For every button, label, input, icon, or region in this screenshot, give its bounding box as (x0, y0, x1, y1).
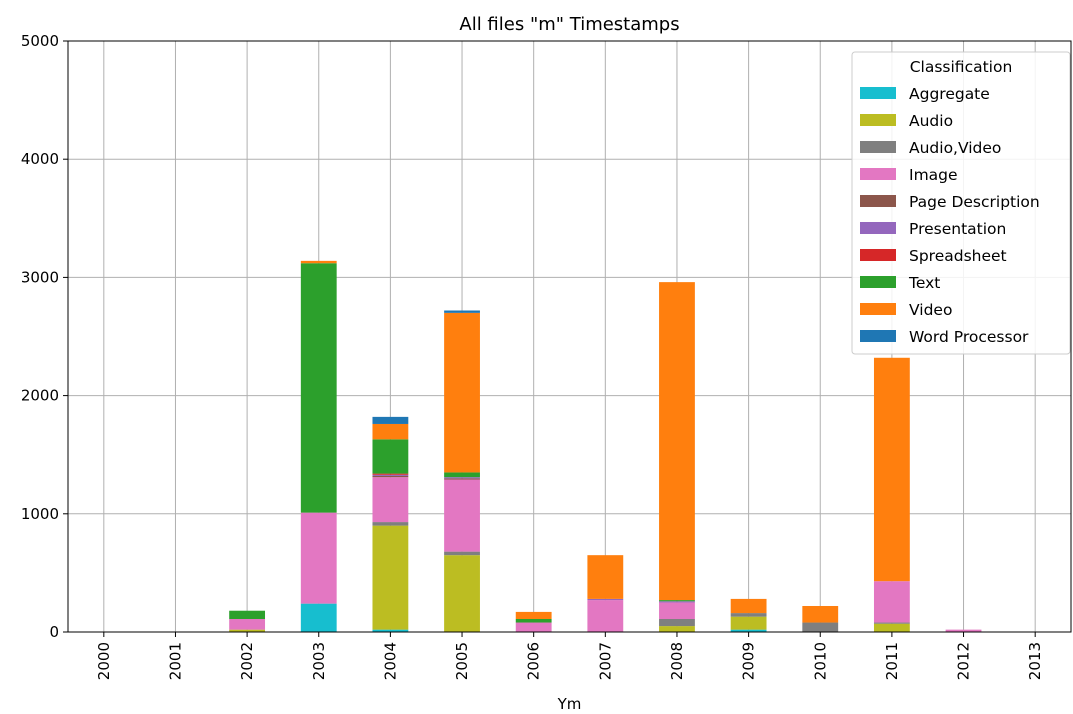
x-tick-label: 2002 (238, 642, 256, 680)
x-tick-label: 2008 (668, 642, 686, 680)
x-tick-label: 2006 (525, 642, 543, 680)
x-tick-label: 2003 (310, 642, 328, 680)
x-axis-label: Ym (557, 695, 582, 713)
y-tick-label: 3000 (21, 268, 59, 286)
bar-segment (372, 629, 409, 632)
x-tick-label: 2005 (453, 642, 471, 680)
y-tick-label: 4000 (21, 150, 59, 168)
bar-segment (372, 522, 409, 526)
bar-segment (659, 601, 695, 603)
bars (229, 260, 982, 632)
bar-segment (587, 600, 624, 632)
bar-segment (444, 472, 480, 478)
bar-segment (300, 263, 337, 513)
bar-segment (372, 439, 409, 474)
legend-entry-label: Presentation (909, 220, 1006, 238)
bar-segment (229, 610, 266, 619)
bar-segment (444, 312, 480, 473)
x-tick-label: 2012 (955, 642, 973, 680)
legend-swatch (860, 87, 896, 99)
bar-segment (659, 600, 695, 602)
legend-entry-label: Spreadsheet (909, 247, 1007, 265)
bar-segment (444, 477, 480, 479)
legend-swatch (860, 168, 896, 180)
bar-segment (444, 478, 480, 480)
bar-segment (945, 629, 982, 632)
x-tick-label: 2013 (1026, 642, 1044, 680)
bar-segment (587, 598, 624, 601)
bar-segment (300, 512, 337, 604)
bar-segment (229, 629, 266, 632)
bar-segment (730, 598, 767, 614)
bar-segment (372, 473, 409, 475)
legend-entry-label: Word Processor (909, 328, 1029, 346)
bar-segment (372, 423, 409, 440)
x-tick-label: 2004 (381, 642, 399, 680)
legend-entry-label: Video (909, 301, 952, 319)
axes: 0 1000 2000 3000 4000 5000 2000 2001 2002 2003 200… (21, 32, 1072, 680)
bar-segment (802, 605, 839, 623)
plot-frame (67, 40, 1072, 633)
legend-entry-label: Text (908, 274, 940, 292)
x-tick-label: 2007 (596, 642, 614, 680)
x-tick-label: 2010 (811, 642, 829, 680)
bar-segment (802, 622, 839, 632)
bar-segment (372, 525, 409, 630)
legend-entry-label: Image (909, 166, 958, 184)
bar-segment (444, 555, 480, 632)
bar-segment (659, 626, 695, 632)
legend-swatch (860, 303, 896, 315)
x-tick-label: 2000 (95, 642, 113, 680)
y-tick-label: 5000 (21, 32, 59, 50)
legend-swatch (860, 330, 896, 342)
legend-swatch (860, 195, 896, 207)
bar-segment (300, 260, 337, 264)
x-tick-label: 2009 (740, 642, 758, 680)
legend-swatch (860, 141, 896, 153)
bar-segment (444, 479, 480, 552)
legend-swatch (860, 276, 896, 288)
y-tick-label: 2000 (21, 387, 59, 405)
bar-segment (444, 310, 480, 313)
legend-box (851, 51, 1071, 355)
y-tick-label: 1000 (21, 505, 59, 523)
bar-segment (730, 616, 767, 630)
bar-segment (873, 357, 910, 582)
bar-segment (444, 551, 480, 556)
bar-segment (515, 618, 552, 623)
bar-segment (873, 622, 910, 624)
bar-segment (873, 623, 910, 632)
bar-segment (372, 477, 409, 523)
bar-segment (515, 611, 552, 619)
legend-entry-label: Audio (909, 112, 953, 130)
bar-segment (873, 581, 910, 623)
bar-segment (659, 602, 695, 619)
bar-segment (730, 629, 767, 632)
legend-swatch (860, 249, 896, 261)
legend-swatch (860, 222, 896, 234)
x-tick-label: 2011 (883, 642, 901, 680)
legend-title: Classification (910, 58, 1013, 76)
legend-entry-label: Aggregate (909, 85, 990, 103)
bar-segment (300, 603, 337, 632)
bar-segment (659, 618, 695, 627)
bar-segment (587, 555, 624, 599)
legend-entry-label: Audio,Video (909, 139, 1001, 157)
bar-segment (229, 618, 266, 630)
x-tick-label: 2001 (166, 642, 184, 680)
legend-swatch (860, 114, 896, 126)
bar-segment (659, 282, 695, 601)
bar-segment (372, 474, 409, 476)
y-tick-label: 0 (49, 623, 59, 641)
bar-segment (372, 416, 409, 424)
bar-segment (515, 622, 552, 632)
legend-entry-label: Page Description (909, 193, 1040, 211)
chart-title: All files "m" Timestamps (459, 14, 679, 35)
bar-segment (372, 475, 409, 478)
bar-segment (730, 613, 767, 617)
legend: Classification Aggregate Audio Audio,Video I… (851, 51, 1071, 355)
